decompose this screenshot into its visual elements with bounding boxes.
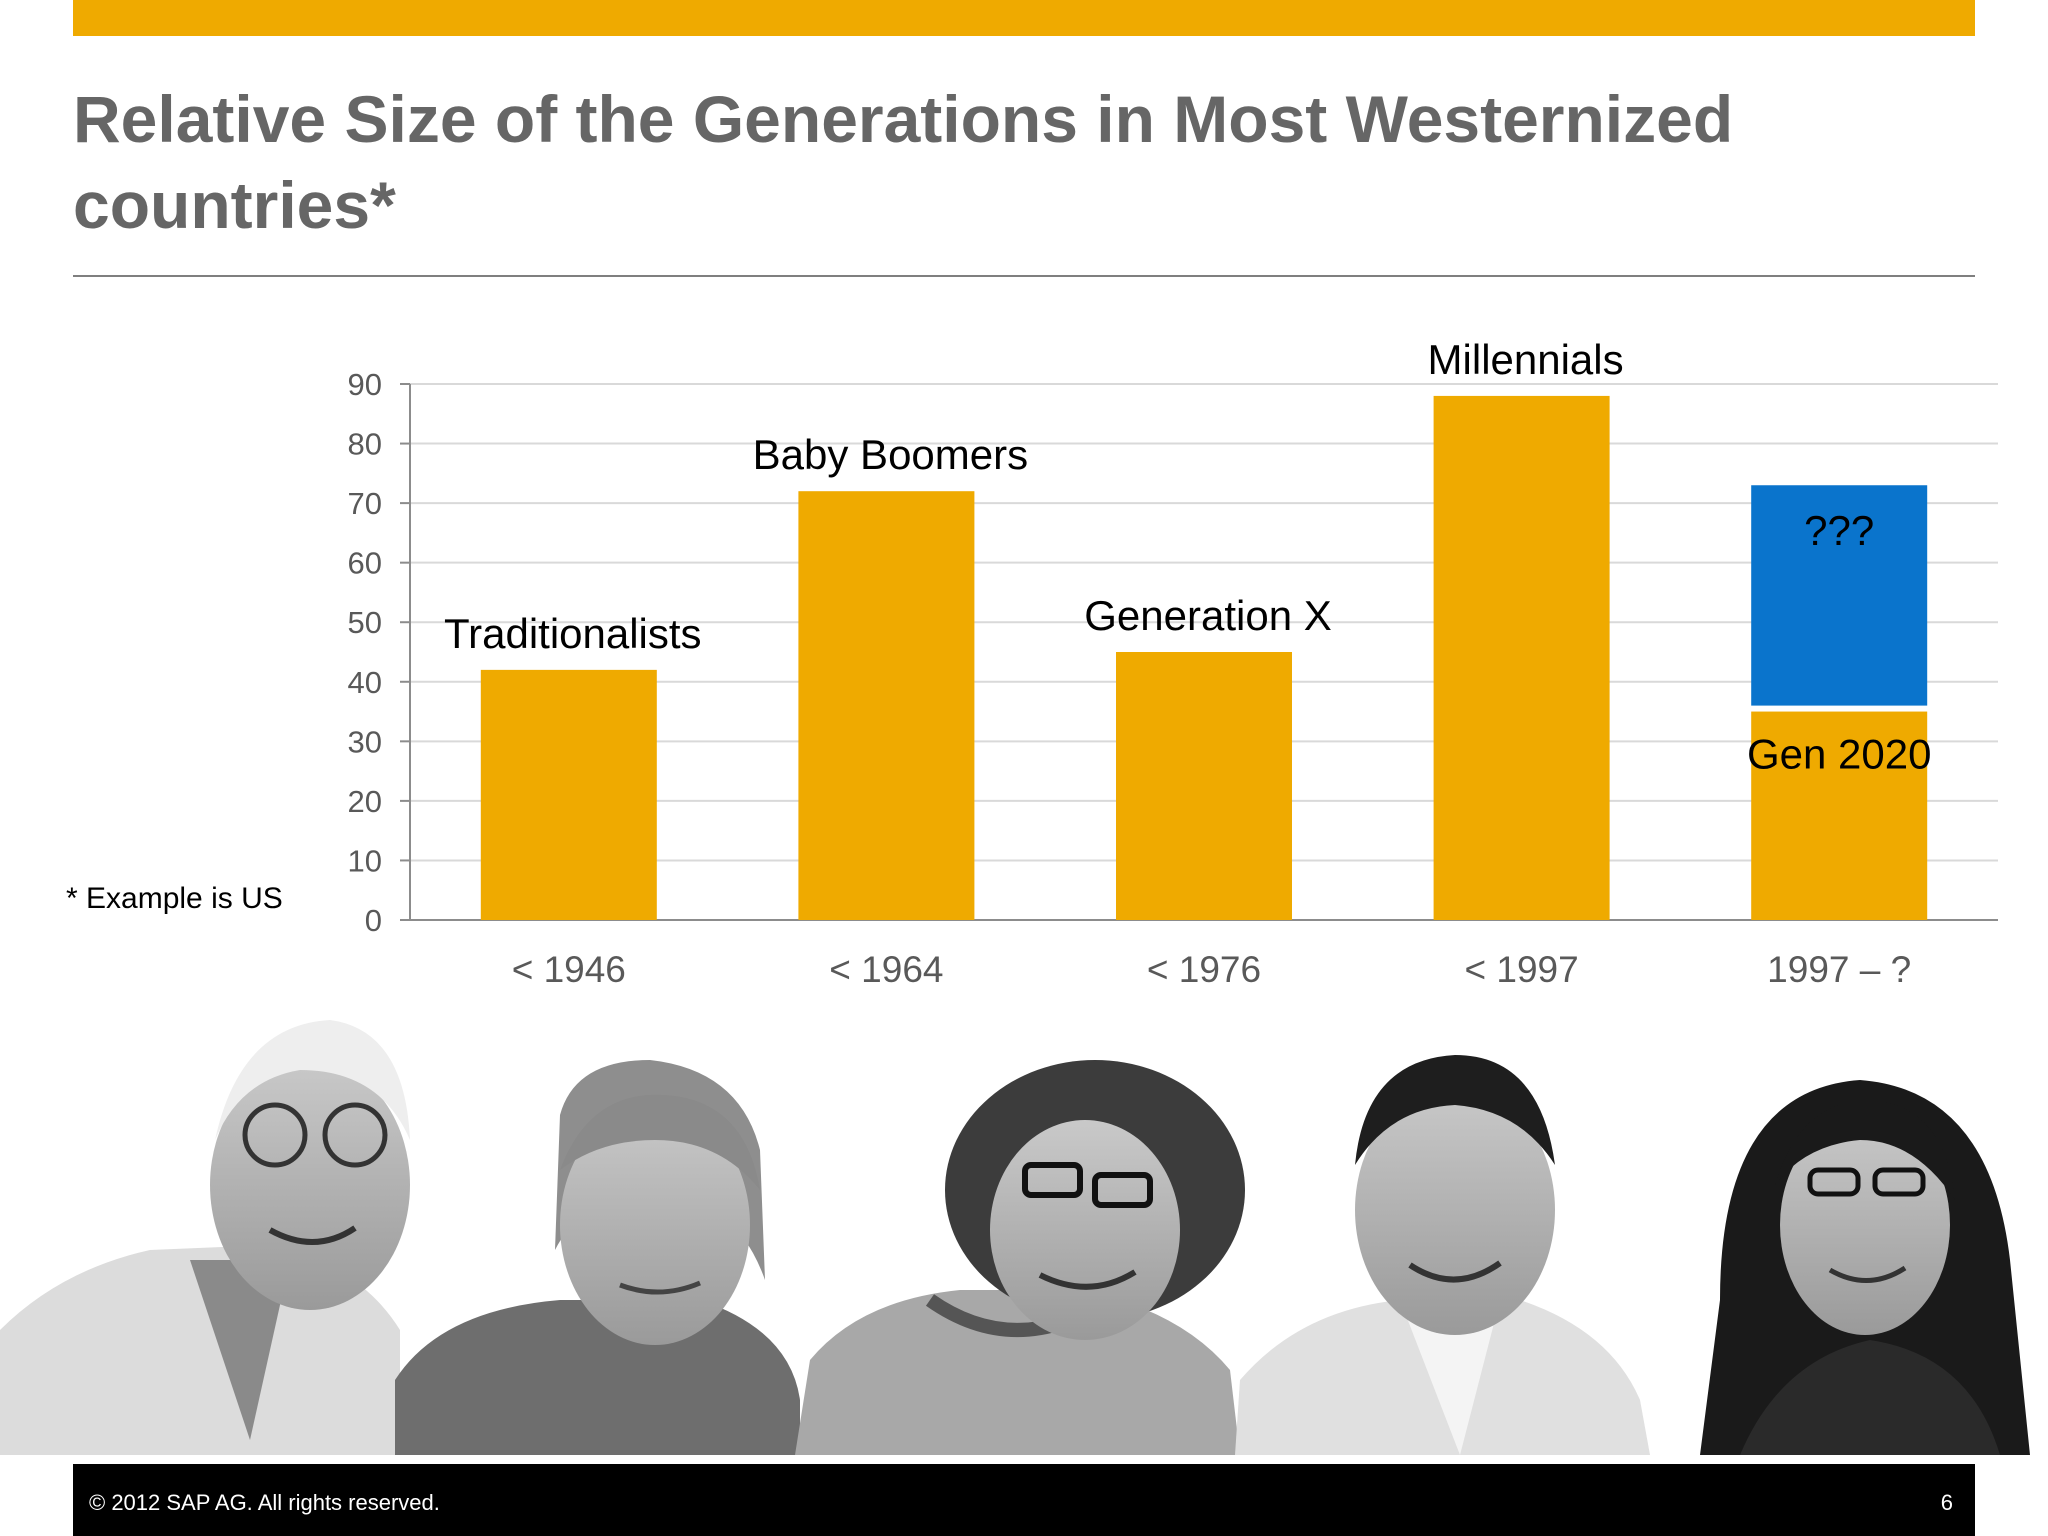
x-tick-label: < 1976 — [1147, 949, 1261, 990]
bar-label: Baby Boomers — [753, 431, 1028, 478]
bar-label: Gen 2020 — [1747, 731, 1932, 778]
x-tick-label: 1997 – ? — [1767, 949, 1911, 990]
generation-portraits — [0, 1020, 2030, 1455]
y-tick-label: 40 — [348, 665, 382, 700]
young-man-portrait-icon — [1235, 1055, 1650, 1455]
bar — [1433, 395, 1610, 920]
curly-haired-man-portrait-icon — [795, 1060, 1245, 1455]
bar — [1751, 711, 1928, 920]
y-tick-label: 30 — [348, 724, 382, 759]
title-divider — [73, 275, 1975, 277]
stacked-segment-label: ??? — [1804, 507, 1874, 554]
bar — [798, 491, 975, 920]
bar-label: Traditionalists — [444, 610, 702, 657]
generations-bar-chart: 0 10 20 30 40 50 60 70 80 90 < 1946 Traditionalist… — [348, 336, 1998, 990]
top-accent-bar — [73, 0, 1975, 36]
slide-title: Relative Size of the Generations in Most… — [73, 82, 1734, 242]
y-tick-label: 80 — [348, 427, 382, 462]
bar — [1116, 652, 1292, 920]
footer-copyright: © 2012 SAP AG. All rights reserved. — [89, 1490, 440, 1515]
woman-portrait-icon — [395, 1060, 800, 1455]
y-tick-label: 0 — [365, 903, 382, 938]
y-tick-label: 60 — [348, 546, 382, 581]
stacked-segment — [1751, 485, 1928, 706]
x-tick-label: < 1997 — [1464, 949, 1578, 990]
bar-label: Generation X — [1084, 592, 1332, 639]
bar-label: Millennials — [1428, 336, 1624, 383]
y-tick-label: 50 — [348, 605, 382, 640]
y-tick-label: 70 — [348, 486, 382, 521]
x-tick-label: < 1964 — [829, 949, 943, 990]
x-tick-label: < 1946 — [512, 949, 626, 990]
slide-footer: © 2012 SAP AG. All rights reserved. 6 — [73, 1464, 1975, 1536]
y-tick-label: 10 — [348, 843, 382, 878]
y-tick-label: 20 — [348, 784, 382, 819]
y-tick-label: 90 — [348, 367, 382, 402]
bar — [480, 669, 657, 920]
chart-footnote: * Example is US — [66, 882, 283, 915]
older-man-portrait-icon — [0, 1020, 410, 1455]
young-woman-portrait-icon — [1700, 1080, 2030, 1455]
page-number: 6 — [1940, 1490, 1953, 1515]
